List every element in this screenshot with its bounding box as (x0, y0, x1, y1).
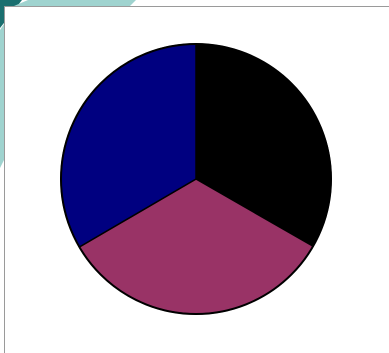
corner-band-left (0, 24, 4, 168)
pie-outline (60, 43, 332, 315)
pie-slices (60, 43, 332, 315)
corner-band-light (14, 0, 136, 6)
